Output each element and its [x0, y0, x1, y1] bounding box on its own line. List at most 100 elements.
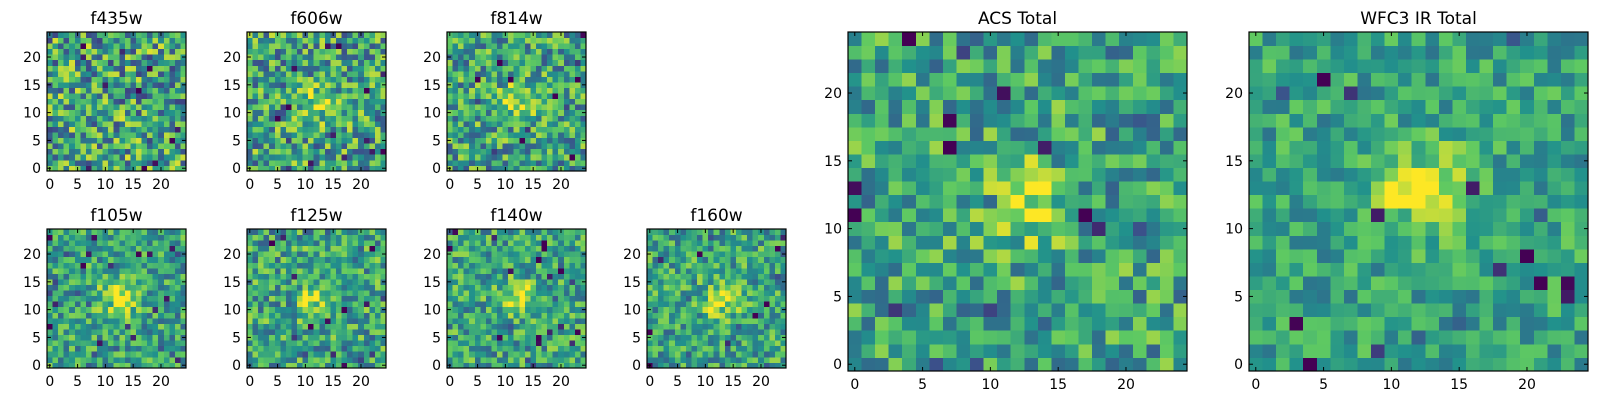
heatmap-cell: [574, 234, 581, 241]
heatmap-cell: [158, 154, 165, 161]
heatmap-cell: [447, 312, 453, 319]
heatmap-cell: [135, 143, 142, 150]
heatmap-cell: [163, 43, 170, 50]
heatmap-cell: [1010, 194, 1025, 209]
heatmap-cell: [263, 229, 270, 235]
heatmap-cell: [135, 345, 142, 352]
heatmap-cell: [574, 126, 581, 133]
heatmap-cell: [530, 143, 537, 150]
heatmap-cell: [363, 115, 370, 122]
heatmap-cell: [741, 317, 748, 324]
heatmap-cell: [774, 245, 781, 252]
heatmap-cell: [658, 362, 665, 369]
heatmap-cell: [297, 334, 303, 341]
heatmap-cell: [330, 82, 337, 88]
heatmap-cell: [52, 82, 59, 88]
heatmap-cell: [658, 317, 665, 324]
heatmap-cell: [469, 362, 476, 369]
heatmap-cell: [363, 279, 370, 285]
heatmap-cell: [558, 93, 565, 100]
heatmap-cell: [147, 98, 154, 105]
heatmap-cell: [263, 93, 270, 100]
heatmap-cell: [358, 334, 365, 341]
heatmap-cell: [313, 229, 320, 235]
heatmap-cell: [691, 312, 698, 319]
heatmap-cell: [485, 32, 492, 38]
heatmap-cell: [497, 76, 503, 83]
heatmap-cell: [1146, 248, 1161, 263]
heatmap-cell: [341, 356, 348, 363]
heatmap-cell: [474, 132, 481, 139]
heatmap-cell: [91, 54, 98, 61]
heatmap-cell: [497, 295, 503, 302]
heatmap-cell: [252, 32, 259, 38]
heatmap-cell: [141, 126, 148, 133]
heatmap-cell: [347, 273, 354, 280]
heatmap-cell: [313, 32, 320, 38]
heatmap-cell: [1173, 303, 1188, 318]
heatmap-cell: [69, 37, 76, 44]
heatmap-cell: [1024, 262, 1039, 277]
heatmap-cell: [1146, 303, 1161, 318]
heatmap-cell: [485, 82, 492, 88]
heatmap-cell: [252, 109, 259, 116]
heatmap-cell: [152, 165, 159, 172]
heatmap-cell: [274, 356, 281, 363]
heatmap-cell: [80, 312, 87, 319]
heatmap-cell: [1078, 343, 1093, 358]
heatmap-cell: [541, 267, 548, 274]
heatmap-cell: [752, 306, 759, 313]
heatmap-cell: [447, 340, 453, 347]
heatmap-cell: [152, 356, 159, 363]
heatmap-cell: [269, 240, 276, 247]
heatmap-cell: [524, 262, 531, 269]
heatmap-cell: [341, 48, 348, 55]
heatmap-cell: [47, 317, 53, 324]
heatmap-cell: [347, 356, 354, 363]
heatmap-cell: [956, 303, 971, 318]
heatmap-cell: [69, 98, 76, 105]
heatmap-cell: [380, 284, 387, 291]
heatmap-cell: [341, 351, 348, 358]
heatmap-cell: [347, 32, 354, 38]
heatmap-cell: [458, 70, 465, 77]
heatmap-cell: [469, 290, 476, 297]
heatmap-cell: [513, 48, 520, 55]
heatmap-cell: [297, 279, 303, 285]
heatmap-cell: [530, 82, 537, 88]
heatmap-cell: [541, 132, 548, 139]
x-tick-label: 20: [352, 374, 370, 390]
heatmap-cell: [658, 256, 665, 263]
y-tick-label: 10: [223, 303, 241, 319]
heatmap-cell: [658, 301, 665, 308]
heatmap-cell: [915, 289, 930, 304]
heatmap-cell: [541, 256, 548, 263]
heatmap-cell: [875, 303, 890, 318]
heatmap-cell: [1146, 181, 1161, 196]
heatmap-cell: [685, 273, 692, 280]
heatmap-cell: [291, 345, 298, 352]
heatmap-cell: [63, 301, 70, 308]
heatmap-cell: [308, 295, 315, 302]
heatmap-cell: [652, 317, 659, 324]
heatmap-cell: [280, 159, 287, 166]
heatmap-cell: [458, 37, 465, 44]
heatmap-cell: [658, 273, 665, 280]
heatmap-cell: [541, 229, 548, 235]
heatmap-cell: [74, 312, 81, 319]
heatmap-cell: [113, 70, 120, 77]
heatmap-cell: [169, 295, 176, 302]
heatmap-cell: [724, 317, 731, 324]
heatmap-cell: [652, 340, 659, 347]
heatmap-cell: [685, 229, 692, 235]
heatmap-cell: [252, 115, 259, 122]
axes-frame: [446, 228, 587, 369]
heatmap-cell: [1119, 248, 1134, 263]
heatmap-cell: [74, 154, 81, 161]
y-tick-label: 0: [32, 161, 41, 177]
heatmap-cell: [702, 290, 709, 297]
heatmap-cell: [508, 59, 515, 66]
heatmap-cell: [247, 234, 253, 241]
heatmap-cell: [358, 82, 365, 88]
